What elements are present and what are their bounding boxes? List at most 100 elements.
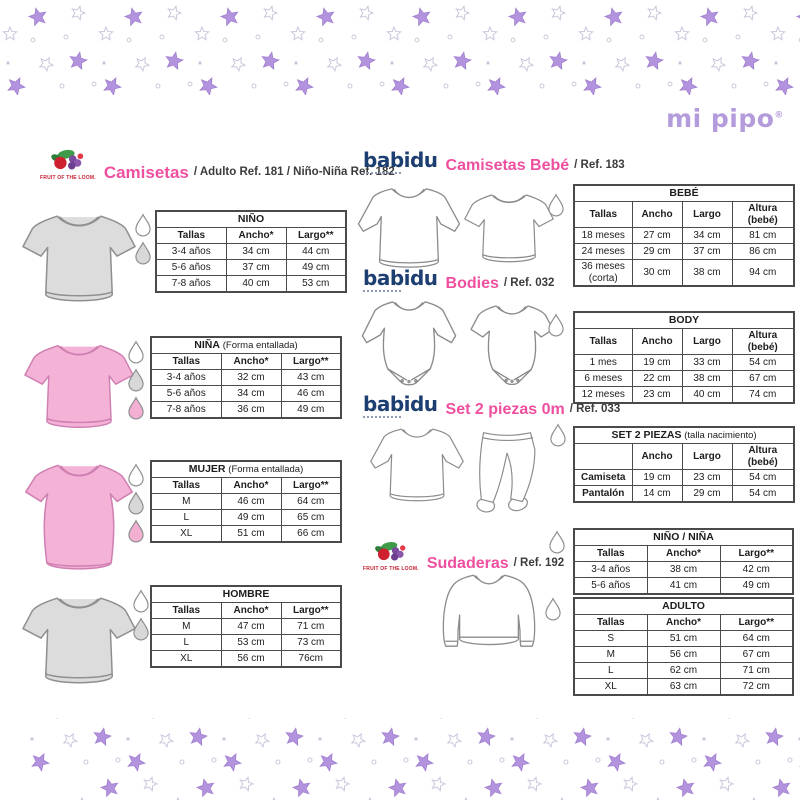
table-cell: XL: [150, 525, 222, 543]
table-cell: 3-4 años: [155, 243, 227, 260]
column-header: Ancho*: [646, 545, 721, 562]
column-header: Tallas: [150, 477, 222, 494]
table-header-row: Tallas Ancho* Largo**: [150, 353, 342, 370]
section-ref-bodies: / Ref. 032: [503, 277, 555, 290]
star-pattern-top: [2, 5, 800, 95]
table-cell: 27 cm: [631, 227, 683, 244]
table-set2piezas: SET 2 PIEZAS (talla nacimiento) Ancho Larg…: [573, 426, 796, 503]
section-ref-set2piezas: / Ref. 033: [569, 403, 621, 416]
section-set2piezas-header: babidu Set 2 piezas 0m / Ref. 033: [363, 394, 620, 418]
tshirt-nina-illustration: [24, 336, 134, 436]
water-drop-icon-gray: [128, 368, 144, 392]
section-title-camisetas-bebe: Camisetas Bebé: [445, 157, 570, 174]
table-cell: 23 cm: [681, 469, 733, 486]
table-cell: 30 cm: [631, 259, 683, 287]
table-cell: 63 cm: [646, 678, 721, 696]
water-drop-icon-gray: [135, 241, 151, 265]
table-cell: 29 cm: [631, 243, 683, 260]
table-cell: 54 cm: [731, 485, 795, 503]
table-cell: 40 cm: [225, 275, 287, 293]
table-header-row: Tallas Ancho* Largo**: [150, 602, 342, 619]
table-cell: 49 cm: [280, 401, 342, 419]
fruit-logo-text: FRUIT OF THE LOOM.: [40, 175, 96, 181]
table-cell: 54 cm: [731, 469, 795, 486]
table-cell: 46 cm: [220, 493, 282, 510]
table-cell: 3-4 años: [573, 561, 648, 578]
section-bodies-header: babidu Bodies / Ref. 032: [363, 268, 554, 292]
table-cell: 72 cm: [719, 678, 794, 696]
table-cell: 47 cm: [220, 618, 282, 635]
table-cell: 7-8 años: [150, 401, 222, 419]
section-ref-sudaderas: / Ref. 192: [513, 557, 565, 570]
table-cell: XL: [573, 678, 648, 696]
water-drop-icon-gray: [128, 491, 144, 515]
column-header: Largo: [681, 443, 733, 470]
table-title-row: ADULTO: [573, 597, 794, 615]
table-cell: 5-6 años: [155, 259, 227, 276]
table-cell: 44 cm: [285, 243, 347, 260]
table-header-row: Tallas Ancho* Largo**: [155, 227, 347, 244]
table-cell: 29 cm: [681, 485, 733, 503]
drop-icons-set2piezas: [548, 423, 568, 448]
water-drop-icon-gray: [133, 617, 149, 641]
column-header: Altura (bebé): [731, 201, 795, 228]
section-camisetas-bebe-header: babidu Camisetas Bebé / Ref. 183: [363, 150, 625, 174]
table-hombre: HOMBRE Tallas Ancho* Largo** M 47 cm 71 cm L 53 …: [150, 585, 343, 668]
water-drop-icon-white: [128, 340, 144, 364]
table-header-row: Tallas Ancho* Largo**: [573, 614, 794, 631]
table-cell: 38 cm: [681, 259, 733, 287]
table-title: NIÑA (Forma entallada): [150, 336, 342, 354]
table-row: M 46 cm 64 cm: [150, 493, 342, 510]
table-cell: 14 cm: [631, 485, 683, 503]
drop-icons-bebe: [546, 193, 566, 218]
mipipo-logo-text: mi pipo: [666, 104, 775, 133]
table-cell: 5-6 años: [573, 577, 648, 595]
babidu-tagline: [363, 416, 401, 418]
table-row: 7-8 años 40 cm 53 cm: [155, 275, 347, 293]
table-bebe: BEBÉ Tallas Ancho Largo Altura (bebé) 18 mese…: [573, 184, 795, 287]
table-row: XL 56 cm 76cm: [150, 650, 342, 668]
column-header: Largo: [681, 201, 733, 228]
table-row: Camiseta 19 cm 23 cm 54 cm: [573, 469, 795, 486]
water-drop-icon-pink: [128, 396, 144, 420]
table-cell: 19 cm: [631, 354, 683, 371]
table-cell: 86 cm: [731, 243, 795, 260]
column-header: Largo**: [280, 602, 342, 619]
table-title: HOMBRE: [150, 585, 342, 603]
table-cell: 54 cm: [731, 354, 795, 371]
table-cell: 62 cm: [646, 662, 721, 679]
table-cell: M: [573, 646, 648, 663]
table-title-row: BEBÉ: [573, 184, 795, 202]
column-header: Ancho*: [220, 477, 282, 494]
water-drop-icon-white: [549, 530, 565, 554]
table-cell: 1 mes: [573, 354, 633, 371]
table-title-row: SET 2 PIEZAS (talla nacimiento): [573, 426, 795, 444]
table-row: 1 mes 19 cm 33 cm 54 cm: [573, 354, 795, 371]
table-cell: 3-4 años: [150, 369, 222, 386]
table-row: 36 meses (corta) 30 cm 38 cm 94 cm: [573, 259, 795, 287]
table-title-row: HOMBRE: [150, 585, 342, 603]
table-title: NIÑO / NIÑA: [573, 528, 794, 546]
column-header: Largo**: [280, 353, 342, 370]
table-row: M 47 cm 71 cm: [150, 618, 342, 635]
table-title: BODY: [573, 311, 795, 329]
column-header: Ancho: [631, 443, 683, 470]
column-header: Ancho*: [225, 227, 287, 244]
table-title: SET 2 PIEZAS (talla nacimiento): [573, 426, 795, 444]
column-header: Largo**: [719, 614, 794, 631]
table-cell: 67 cm: [731, 370, 795, 387]
table-row: 5-6 años 41 cm 49 cm: [573, 577, 794, 595]
column-header: Largo**: [285, 227, 347, 244]
table-cell: 71 cm: [719, 662, 794, 679]
table-cell: 24 meses: [573, 243, 633, 260]
table-cell: 41 cm: [646, 577, 721, 595]
column-header: Altura (bebé): [731, 443, 795, 470]
table-row: 6 meses 22 cm 38 cm 67 cm: [573, 370, 795, 387]
table-cell: 56 cm: [646, 646, 721, 663]
table-cell: 34 cm: [225, 243, 287, 260]
table-cell: 36 meses (corta): [573, 259, 633, 287]
table-cell: 64 cm: [719, 630, 794, 647]
table-cell: 19 cm: [631, 469, 683, 486]
table-row: L 49 cm 65 cm: [150, 509, 342, 526]
column-header: Tallas: [573, 328, 633, 355]
